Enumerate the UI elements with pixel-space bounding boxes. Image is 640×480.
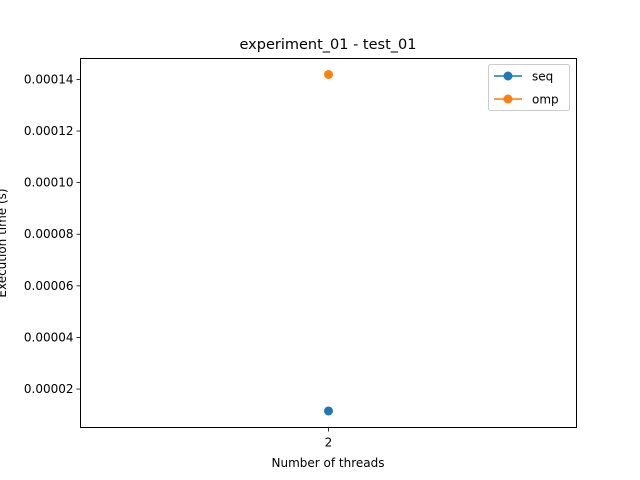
legend-label-omp: omp xyxy=(532,93,559,107)
data-point-omp xyxy=(324,69,333,79)
y-tick-label: 0.00004 xyxy=(24,330,74,344)
y-tick-label: 0.00002 xyxy=(24,382,74,396)
plot-frame xyxy=(80,58,577,428)
y-axis: 0.00002 0.00004 0.00006 0.00008 0.00010 0.000… xyxy=(24,72,81,396)
x-axis-label: Number of threads xyxy=(272,456,385,470)
data-point-seq xyxy=(324,406,333,416)
legend-label-seq: seq xyxy=(532,70,553,84)
y-tick-label: 0.00012 xyxy=(24,124,74,138)
y-tick-label: 0.00008 xyxy=(24,227,74,241)
legend: seq omp xyxy=(488,64,570,111)
y-axis-label: Execution time (s) xyxy=(0,188,9,297)
plot-area xyxy=(80,58,577,428)
x-axis: 2 xyxy=(325,427,333,450)
y-tick-label: 0.00010 xyxy=(24,176,74,190)
legend-marker-seq xyxy=(503,71,513,81)
y-tick-label: 0.00014 xyxy=(24,72,74,86)
y-tick-label: 0.00006 xyxy=(24,279,74,293)
data-marks xyxy=(324,69,333,416)
legend-marker-omp xyxy=(503,94,513,104)
x-tick-label: 2 xyxy=(325,436,333,450)
chart-title: experiment_01 - test_01 xyxy=(240,37,417,53)
